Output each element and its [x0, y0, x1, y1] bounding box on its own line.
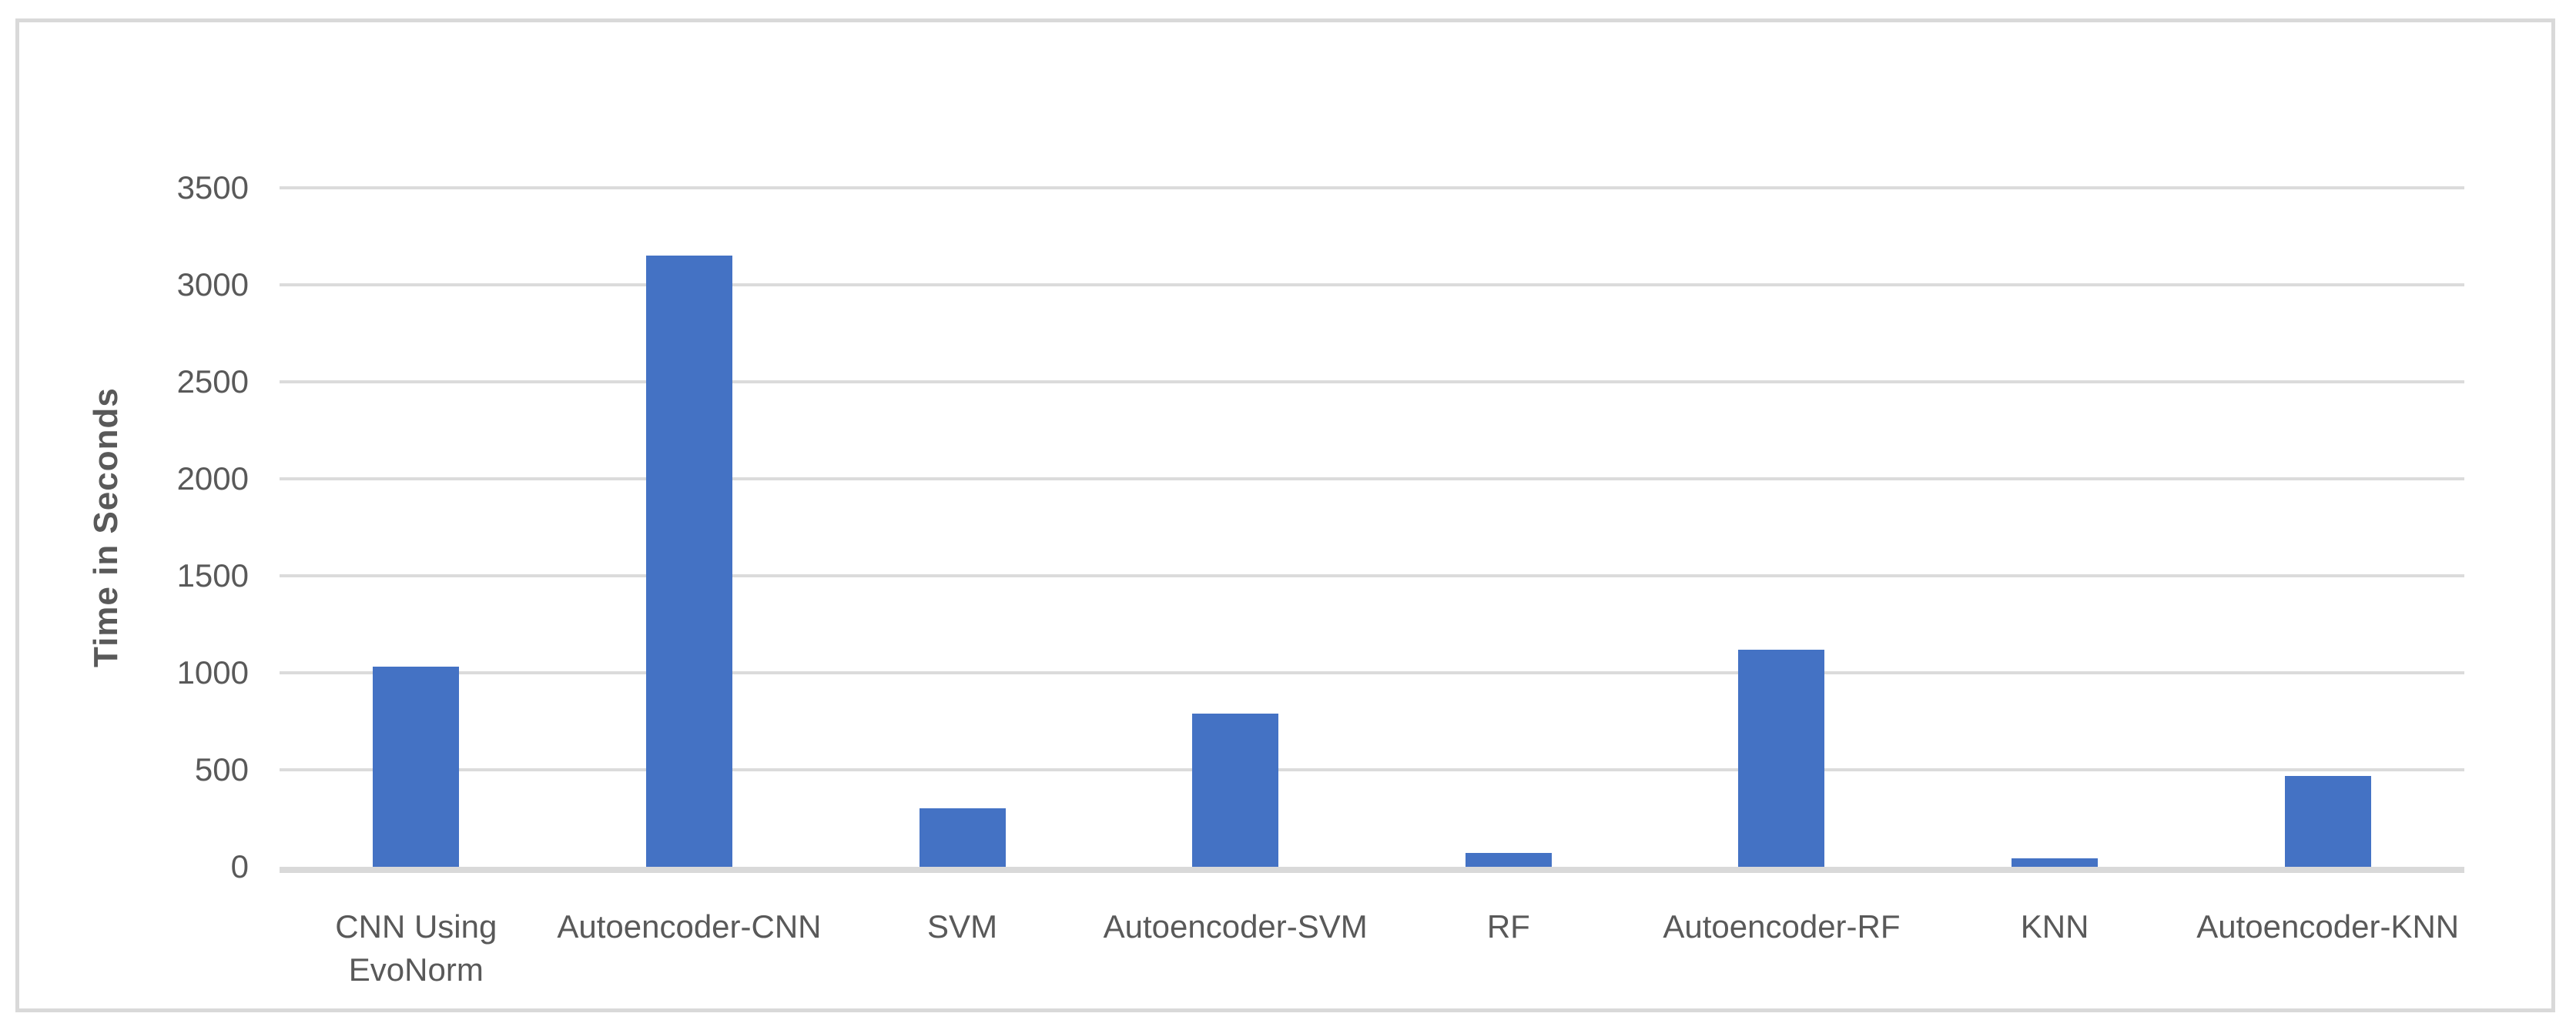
bar-slot-7: [2191, 188, 2464, 867]
x-label-0: CNN Using EvoNorm: [335, 908, 497, 988]
y-tick-label-1000: 1000: [176, 654, 249, 691]
x-label-slot-2: SVM: [826, 905, 1099, 992]
y-tick-label-500: 500: [194, 751, 249, 788]
y-tick-label-1500: 1500: [176, 557, 249, 594]
bar-0: [373, 667, 460, 867]
x-label-slot-5: Autoencoder-RF: [1645, 905, 1918, 992]
x-label-5: Autoencoder-RF: [1663, 908, 1901, 945]
bar-1: [645, 256, 732, 867]
y-tick-label-0: 0: [230, 848, 249, 885]
x-label-1: Autoencoder-CNN: [557, 908, 822, 945]
bar-6: [2012, 858, 2099, 867]
x-axis-line: [280, 867, 2464, 873]
gridline-1000: [280, 671, 2464, 674]
bar-slot-5: [1645, 188, 1918, 867]
y-tick-label-3500: 3500: [176, 169, 249, 206]
x-label-3: Autoencoder-SVM: [1103, 908, 1368, 945]
chart-frame: Time in Seconds 0 500 1000 1500 2000 2500 3000…: [15, 18, 2555, 1012]
bar-5: [1738, 649, 1825, 867]
y-axis-ticks: 0 500 1000 1500 2000 2500 3000 3500: [19, 22, 249, 1008]
x-label-7: Autoencoder-KNN: [2196, 908, 2460, 945]
bar-4: [1465, 853, 1552, 867]
plot-area: [280, 186, 2464, 873]
y-tick-label-2500: 2500: [176, 363, 249, 400]
bar-slot-3: [1099, 188, 1372, 867]
y-tick-label-2000: 2000: [176, 460, 249, 497]
x-label-slot-0: CNN Using EvoNorm: [280, 905, 553, 992]
bar-7: [2284, 775, 2371, 867]
gridline-1500: [280, 574, 2464, 577]
x-label-slot-6: KNN: [1918, 905, 2192, 992]
gridline-3500: [280, 186, 2464, 189]
bar-slot-6: [1918, 188, 2192, 867]
x-label-slot-3: Autoencoder-SVM: [1099, 905, 1372, 992]
x-label-slot-4: RF: [1372, 905, 1646, 992]
gridline-500: [280, 768, 2464, 771]
bar-2: [919, 808, 1006, 867]
x-label-slot-1: Autoencoder-CNN: [553, 905, 826, 992]
bar-3: [1192, 713, 1279, 867]
bar-slot-1: [553, 188, 826, 867]
bar-slot-0: [280, 188, 553, 867]
gridline-3000: [280, 283, 2464, 286]
x-label-6: KNN: [2020, 908, 2089, 945]
x-label-4: RF: [1486, 908, 1530, 945]
bar-slot-4: [1372, 188, 1646, 867]
x-label-2: SVM: [927, 908, 998, 945]
gridline-2000: [280, 477, 2464, 480]
x-label-slot-7: Autoencoder-KNN: [2191, 905, 2464, 992]
x-axis-labels: CNN Using EvoNorm Autoencoder-CNN SVM Autoe…: [280, 905, 2464, 992]
y-tick-label-3000: 3000: [176, 266, 249, 303]
gridline-2500: [280, 380, 2464, 383]
bar-slot-2: [826, 188, 1099, 867]
